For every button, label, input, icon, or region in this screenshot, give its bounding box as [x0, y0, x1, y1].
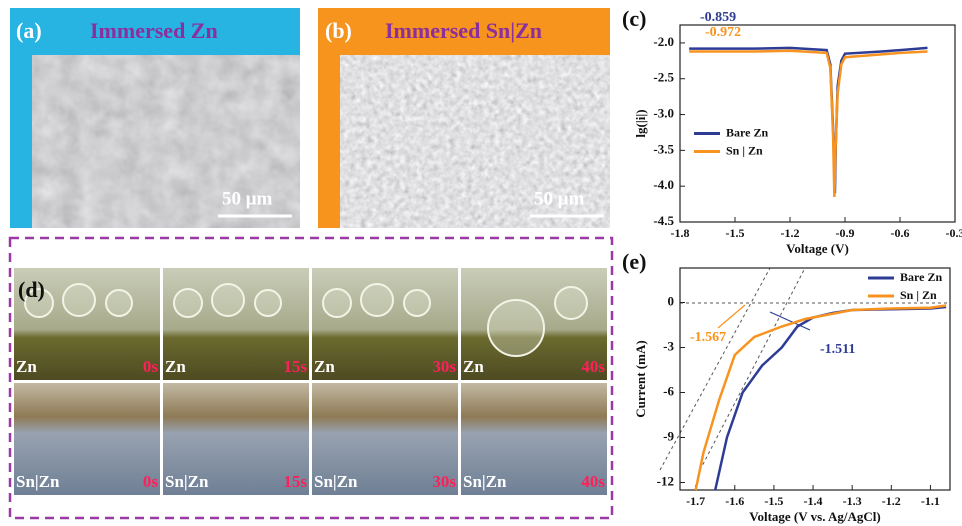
x-tick-label: -1.4: [804, 494, 823, 508]
x-tick-label: -1.5: [764, 494, 783, 508]
panel-label: (c): [622, 6, 646, 31]
row-label: Sn|Zn: [463, 472, 507, 491]
y-tick-label: -12: [657, 473, 674, 488]
x-tick-label: -1.3: [843, 494, 862, 508]
y-tick-label: -6: [663, 383, 674, 398]
panel-label: (e): [622, 249, 646, 274]
time-label: 40s: [581, 357, 605, 376]
row-label: Zn: [314, 357, 335, 376]
y-tick-label: -2.0: [653, 34, 674, 49]
photo-grid: Zn 0s Zn 15s Zn 30s Zn 40s Sn|Zn 0s Sn|Zn 15s Sn|Zn 3…: [14, 268, 607, 495]
x-axis-label: Voltage (V): [786, 241, 849, 256]
y-axis-label: lg(|i|): [633, 109, 648, 137]
series-line: [696, 306, 946, 491]
x-tick-label: -0.6: [891, 226, 910, 240]
row-label: Sn|Zn: [16, 472, 60, 491]
x-tick-label: -0.9: [836, 226, 855, 240]
bubble: [488, 300, 544, 356]
figure: (a) Immersed Zn 50 μm (b) Immersed Sn|Zn…: [0, 0, 962, 526]
y-tick-label: -2.5: [653, 70, 674, 85]
time-label: 0s: [143, 472, 159, 491]
x-tick-label: -0.3: [946, 226, 962, 240]
panel-title: Immersed Sn|Zn: [385, 18, 542, 43]
time-label: 30s: [432, 357, 456, 376]
series-line: [715, 307, 946, 490]
row-label: Zn: [463, 357, 484, 376]
bubble: [404, 290, 430, 316]
x-tick-label: -1.7: [686, 494, 705, 508]
panel-label: (d): [18, 277, 45, 302]
panel-label: (b): [325, 18, 352, 43]
y-tick-label: -4.5: [653, 213, 674, 228]
y-tick-label: -4.0: [653, 177, 674, 192]
bubble: [174, 289, 202, 317]
time-label: 15s: [283, 357, 307, 376]
panel-label: (a): [16, 18, 42, 43]
row-label: Sn|Zn: [314, 472, 358, 491]
row-label: Sn|Zn: [165, 472, 209, 491]
x-tick-label: -1.5: [726, 226, 745, 240]
annotation: -1.511: [820, 342, 855, 357]
time-label: 15s: [283, 472, 307, 491]
time-label: 30s: [432, 472, 456, 491]
y-tick-label: -9: [663, 428, 674, 443]
bubble: [106, 290, 132, 316]
time-label: 0s: [143, 357, 159, 376]
bubble: [555, 287, 587, 319]
x-tick-label: -1.6: [725, 494, 744, 508]
annotation: -1.567: [690, 330, 726, 345]
legend-label: Bare Zn: [900, 270, 942, 284]
annotation: -0.859: [700, 10, 736, 25]
x-tick-label: -1.2: [781, 226, 800, 240]
plot-frame: [680, 25, 955, 222]
bubble: [323, 289, 351, 317]
time-label: 40s: [581, 472, 605, 491]
panel-title: Immersed Zn: [90, 18, 218, 43]
row-label: Zn: [165, 357, 186, 376]
y-tick-label: -3.0: [653, 106, 674, 121]
annotation: -0.972: [705, 25, 741, 40]
x-axis-label: Voltage (V vs. Ag/AgCl): [749, 509, 880, 524]
bubble: [361, 284, 393, 316]
y-tick-label: -3: [663, 338, 674, 353]
y-tick-label: 0: [668, 293, 675, 308]
series-line: [689, 51, 927, 197]
scale-label: 50 μm: [534, 188, 585, 209]
legend-label: Sn | Zn: [900, 288, 937, 302]
bubble: [63, 284, 95, 316]
series-line: [689, 48, 927, 193]
x-tick-label: -1.2: [882, 494, 901, 508]
legend-label: Bare Zn: [726, 125, 768, 139]
legend-label: Sn | Zn: [726, 143, 763, 157]
bubble: [212, 284, 244, 316]
row-label: Zn: [16, 357, 37, 376]
scale-label: 50 μm: [222, 188, 273, 209]
bubble: [255, 290, 281, 316]
y-axis-label: Current (mA): [633, 340, 648, 417]
x-tick-label: -1.1: [921, 494, 940, 508]
y-tick-label: -3.5: [653, 141, 674, 156]
